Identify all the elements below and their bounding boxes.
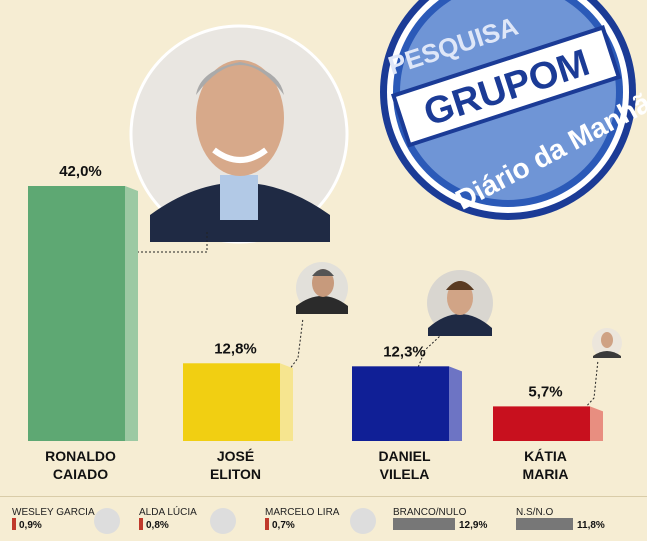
footer-name: N.S/N.O <box>516 507 554 518</box>
bar-side <box>280 363 293 441</box>
footer-value: 0,9% <box>19 520 42 531</box>
candidate-photo-ronaldo <box>129 24 349 244</box>
category-label: CAIADO <box>53 466 108 482</box>
category-label: KÁTIA <box>524 448 567 464</box>
category-label: ELITON <box>210 466 261 482</box>
bar-side <box>590 406 603 441</box>
ns-no-bar <box>516 518 573 530</box>
bar-value-label: 5,7% <box>528 383 562 400</box>
footer-value: 0,8% <box>146 520 169 531</box>
footer-value: 11,8% <box>577 520 605 531</box>
footer-name: ALDA LÚCIA <box>139 507 197 518</box>
category-label: MARIA <box>523 466 569 482</box>
wesley-avatar <box>94 508 120 534</box>
bar-front <box>493 406 590 441</box>
footer-item-branco: BRANCO/NULO 12,9% <box>393 507 487 531</box>
value-marker <box>12 518 16 530</box>
bar-side <box>449 366 462 441</box>
candidate-photo-katia <box>592 328 622 358</box>
grupom-logo-seal: GRUPOM PESQUISA Diário da Manhã <box>380 0 647 220</box>
footer-name: MARCELO LIRA <box>265 507 340 518</box>
bar-front <box>352 366 449 441</box>
candidate-photo-jose <box>296 262 348 314</box>
alda-avatar <box>210 508 236 534</box>
category-label: DANIEL <box>378 448 431 464</box>
bar-front <box>183 363 280 441</box>
bar-side <box>125 186 138 441</box>
footer-name: BRANCO/NULO <box>393 507 467 518</box>
footer-name: WESLEY GARCIA <box>12 507 95 518</box>
category-label: VILELA <box>380 466 430 482</box>
footer-value: 12,9% <box>459 520 488 531</box>
other-candidates-footer: WESLEY GARCIA 0,9% ALDA LÚCIA 0,8% MARCE… <box>0 496 647 541</box>
footer-item-wesley: WESLEY GARCIA 0,9% <box>12 507 95 531</box>
footer-item-ns-no: N.S/N.O 11,8% <box>516 507 605 531</box>
value-marker <box>265 518 269 530</box>
footer-item-marcelo: MARCELO LIRA 0,7% <box>265 507 339 531</box>
candidate-photo-daniel <box>427 270 493 336</box>
bar-front <box>28 186 125 441</box>
footer-value: 0,7% <box>272 520 295 531</box>
marcelo-avatar <box>350 508 376 534</box>
value-marker <box>139 518 143 530</box>
category-label: RONALDO <box>45 448 116 464</box>
footer-item-alda: ALDA LÚCIA 0,8% <box>139 507 197 531</box>
category-label: JOSÉ <box>217 448 254 464</box>
bar-value-label: 42,0% <box>59 163 102 180</box>
bar-value-label: 12,8% <box>214 340 257 357</box>
bar-value-label: 12,3% <box>383 343 426 360</box>
bar-chart: GRUPOM PESQUISA Diário da Manhã 42,0%R <box>28 0 647 482</box>
branco-nulo-bar <box>393 518 455 530</box>
